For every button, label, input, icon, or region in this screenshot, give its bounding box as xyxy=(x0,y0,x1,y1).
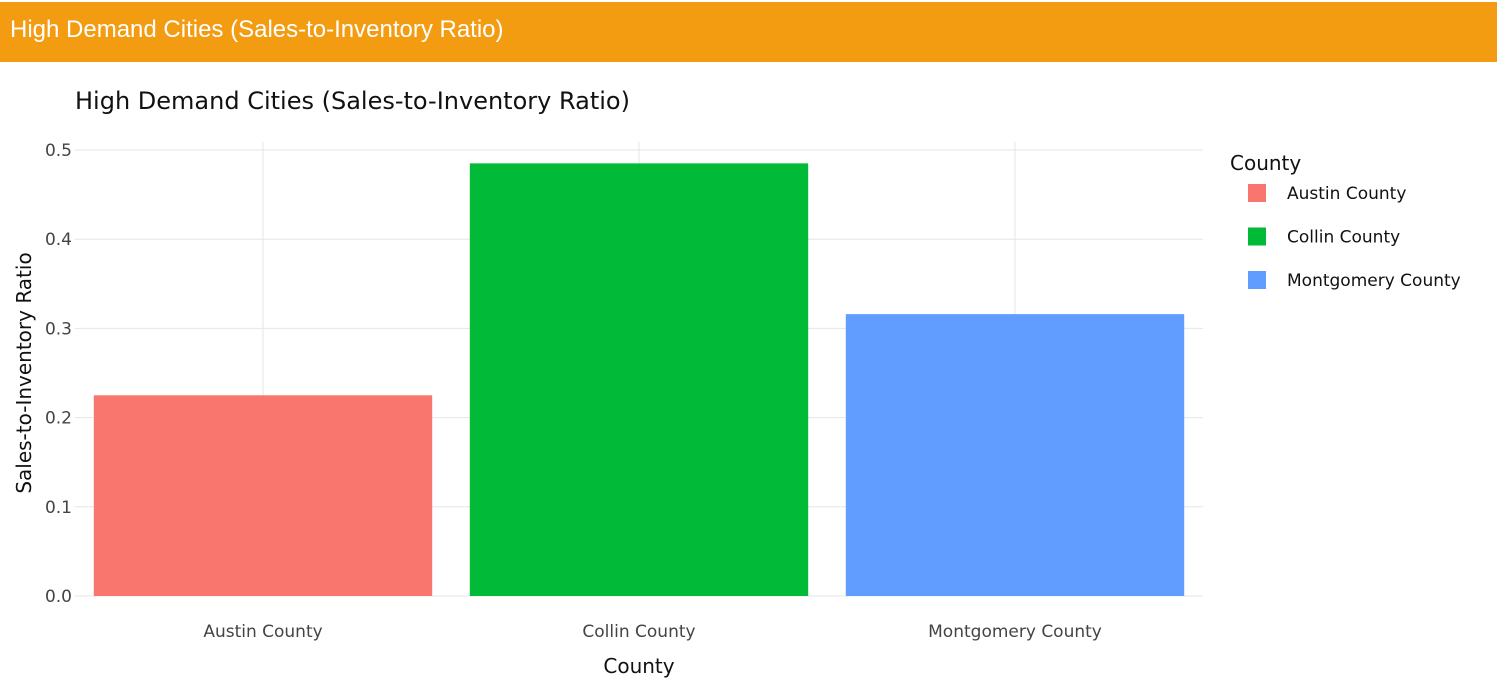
y-tick-label: 0.2 xyxy=(45,409,72,429)
legend-label: Austin County xyxy=(1287,184,1406,204)
bars-layer xyxy=(93,163,1185,596)
legend-item-austin-county[interactable]: Austin County xyxy=(1248,184,1406,204)
legend-swatch xyxy=(1248,184,1266,202)
bar-montgomery-county[interactable] xyxy=(845,314,1185,596)
bar-chart: High Demand Cities (Sales-to-Inventory R… xyxy=(12,87,1461,678)
y-axis-title: Sales-to-Inventory Ratio xyxy=(12,252,36,493)
x-axis-ticks: Austin County Collin County Montgomery Cou… xyxy=(203,622,1102,642)
y-axis-ticks: 0.0 0.1 0.2 0.3 0.4 0.5 xyxy=(45,141,72,607)
bar-collin-county[interactable] xyxy=(469,163,809,596)
legend-label: Collin County xyxy=(1287,228,1400,248)
legend-item-collin-county[interactable]: Collin County xyxy=(1248,227,1400,248)
legend-swatch xyxy=(1248,227,1266,246)
y-tick-label: 0.3 xyxy=(45,319,72,339)
y-tick-label: 0.4 xyxy=(45,230,72,250)
header-title: High Demand Cities (Sales-to-Inventory R… xyxy=(10,16,504,43)
legend[interactable]: County Austin County Collin County Montgom… xyxy=(1230,151,1461,291)
legend-item-montgomery-county[interactable]: Montgomery County xyxy=(1248,271,1461,291)
y-tick-label: 0.1 xyxy=(45,498,72,518)
x-tick-label: Austin County xyxy=(203,622,322,642)
x-tick-label: Collin County xyxy=(582,622,695,642)
y-tick-label: 0.0 xyxy=(45,587,72,607)
legend-swatch xyxy=(1248,271,1266,289)
dashboard-header: High Demand Cities (Sales-to-Inventory R… xyxy=(0,0,1497,62)
y-tick-label: 0.5 xyxy=(45,141,72,161)
x-axis-title: County xyxy=(603,654,674,678)
legend-label: Montgomery County xyxy=(1287,271,1461,291)
bar-austin-county[interactable] xyxy=(93,395,433,596)
legend-title: County xyxy=(1230,151,1301,175)
chart-title: High Demand Cities (Sales-to-Inventory R… xyxy=(75,87,630,115)
x-tick-label: Montgomery County xyxy=(928,622,1102,642)
